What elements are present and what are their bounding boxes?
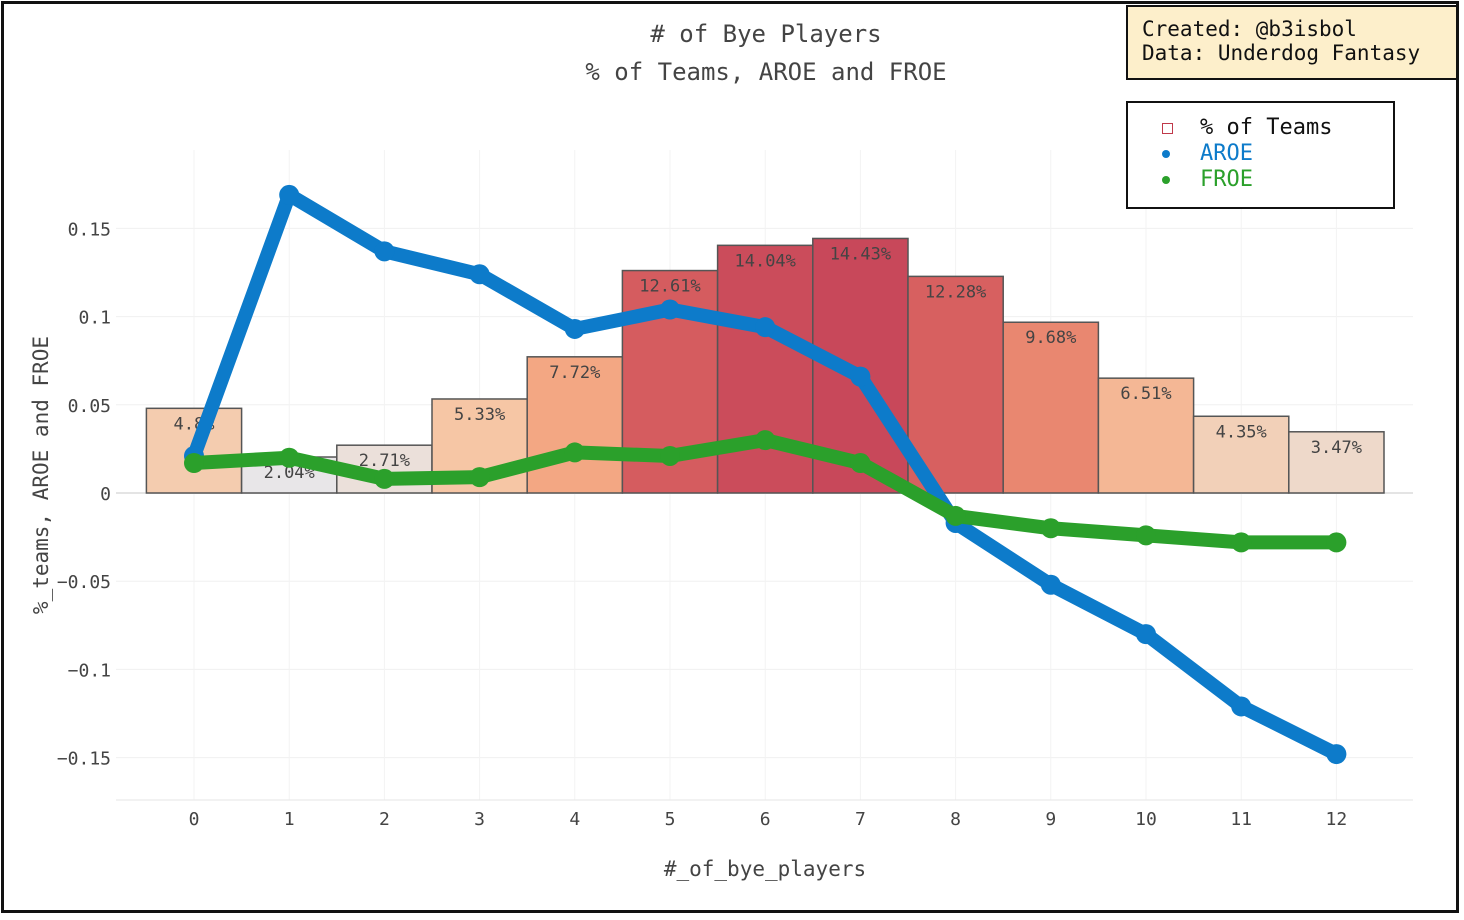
dot-marker-icon (1158, 176, 1200, 184)
point-froe-5[interactable] (660, 445, 680, 466)
point-aroe-7[interactable] (850, 366, 871, 387)
legend-label: AROE (1200, 141, 1253, 166)
dot-marker-icon (1158, 150, 1200, 158)
chart-subtitle: % of Teams, AROE and FROE (585, 58, 946, 86)
x-tick-label: 8 (950, 809, 961, 830)
y-tick-label: 0.1 (78, 308, 111, 329)
point-froe-7[interactable] (850, 453, 871, 474)
bar-12[interactable] (1288, 431, 1385, 494)
x-tick-label: 0 (189, 809, 200, 830)
point-aroe-5[interactable] (660, 299, 680, 320)
bar-4[interactable] (526, 356, 624, 494)
legend-item-froe[interactable]: FROE (1158, 167, 1393, 193)
bar-labels: 4.8%2.04%2.71%5.33%7.72%12.61%14.04% 14.4… (174, 244, 1362, 483)
bar-label-11: 4.35% (1216, 422, 1267, 442)
credit-box: Created: @b3isbol Data: Underdog Fantasy (1126, 5, 1458, 80)
point-aroe-6[interactable] (755, 317, 776, 338)
point-froe-11[interactable] (1231, 532, 1252, 553)
bar-8[interactable] (907, 275, 1004, 494)
x-tick-label: 3 (474, 809, 485, 830)
point-aroe-11[interactable] (1231, 696, 1252, 717)
point-froe-9[interactable] (1040, 518, 1061, 539)
y-axis-title: %_teams, AROE and FROE (29, 336, 53, 614)
point-froe-8[interactable] (945, 505, 966, 526)
legend-item-aroe[interactable]: AROE (1158, 141, 1393, 167)
y-tick-label: 0.15 (68, 219, 111, 240)
bar-label-8: 12.28% (925, 282, 986, 302)
x-tick-label: 11 (1230, 809, 1252, 830)
bar-label-6: 14.04% (734, 251, 795, 271)
square-marker-icon (1158, 122, 1200, 134)
credit-data-source: Data: Underdog Fantasy (1142, 41, 1421, 65)
bar-label-5: 12.61% (639, 277, 700, 297)
x-tick-label: 5 (665, 809, 676, 830)
x-tick-label: 6 (760, 809, 771, 830)
x-tick-label: 10 (1135, 809, 1157, 830)
point-aroe-12[interactable] (1326, 744, 1347, 765)
x-tick-label: 1 (284, 809, 295, 830)
x-tick-label: 12 (1326, 809, 1348, 830)
point-froe-1[interactable] (279, 447, 300, 468)
point-froe-0[interactable] (184, 453, 204, 474)
bar-label-4: 7.72% (549, 363, 600, 383)
bars-percent-of-teams (145, 237, 1385, 494)
series-lines (184, 184, 1347, 765)
x-axis-title: #_of_bye_players (664, 857, 866, 881)
point-froe-10[interactable] (1136, 525, 1156, 546)
credit-created: Created: @b3isbol (1142, 17, 1357, 41)
bar-label-1: 2.04% (264, 463, 315, 483)
bar-label-7: 14.43% (830, 244, 891, 264)
point-froe-2[interactable] (374, 468, 395, 489)
point-aroe-10[interactable] (1136, 624, 1156, 645)
point-aroe-9[interactable] (1040, 574, 1061, 595)
point-aroe-3[interactable] (469, 264, 490, 285)
chart-title: # of Bye Players (650, 20, 881, 48)
bar-label-9: 9.68% (1025, 328, 1076, 348)
bar-9[interactable] (1002, 321, 1100, 494)
bar-10[interactable] (1097, 377, 1195, 494)
y-tick-label: −0.15 (57, 749, 111, 770)
point-froe-4[interactable] (564, 442, 585, 463)
bar-label-12: 3.47% (1311, 438, 1362, 458)
legend: % of Teams AROE FROE (1126, 101, 1395, 209)
point-aroe-2[interactable] (374, 241, 395, 262)
y-tick-label: 0.05 (68, 396, 111, 417)
point-aroe-1[interactable] (279, 184, 300, 205)
x-tick-label: 4 (569, 809, 580, 830)
legend-label: FROE (1200, 167, 1253, 192)
x-tick-label: 7 (855, 809, 866, 830)
bar-label-10: 6.51% (1120, 384, 1171, 404)
bar-label-2: 2.71% (359, 451, 410, 471)
y-tick-label: 0 (100, 484, 111, 505)
x-tick-label: 9 (1045, 809, 1056, 830)
bar-11[interactable] (1192, 415, 1290, 494)
point-froe-6[interactable] (755, 430, 776, 451)
legend-item-percent-of-teams[interactable]: % of Teams (1158, 115, 1393, 141)
point-froe-12[interactable] (1326, 532, 1347, 553)
point-aroe-4[interactable] (564, 318, 585, 339)
bar-label-3: 5.33% (454, 405, 505, 425)
point-froe-3[interactable] (469, 467, 490, 488)
x-tick-label: 2 (379, 809, 390, 830)
bar-6[interactable] (716, 244, 814, 494)
legend-label: % of Teams (1200, 115, 1333, 140)
y-tick-label: −0.1 (68, 660, 111, 681)
y-tick-label: −0.05 (57, 572, 111, 593)
